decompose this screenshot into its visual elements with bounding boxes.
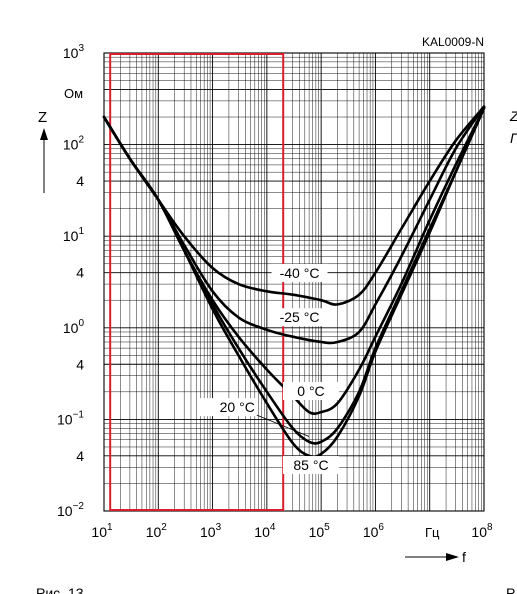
x-tick-label: 108 (471, 522, 493, 540)
series-line-4 (102, 106, 486, 459)
x-tick-label: 101 (91, 522, 113, 540)
edge-text-1: Z (509, 108, 517, 124)
x-tick-exponent: 6 (378, 522, 384, 533)
y-tick-label: 4 (76, 356, 84, 372)
series-line-0 (102, 105, 486, 306)
y-tick-exponent: −2 (73, 501, 85, 512)
series-label-bg (199, 398, 256, 417)
y-tick-label: 4 (76, 265, 84, 281)
series-label-bg (271, 308, 328, 327)
y-axis-arrow-head (40, 128, 48, 140)
x-tick-exponent: 3 (216, 522, 222, 533)
y-axis-unit: Ом (64, 86, 83, 101)
y-tick-label: 10−2 (57, 501, 84, 519)
series-labels: -40 °C -25 °C 0 °C 20 °C 85 °C (199, 263, 339, 475)
y-tick-exponent: −1 (73, 409, 85, 420)
y-tick-label: 4 (76, 173, 84, 189)
x-axis-unit: Гц (425, 525, 440, 540)
series-label-0: -40 °C (280, 265, 320, 281)
y-tick-label: 10−1 (57, 409, 84, 427)
x-tick-exponent: 5 (324, 522, 330, 533)
series-label-4: 85 °C (293, 457, 328, 473)
y-axis-label: Z (38, 109, 47, 126)
x-tick-exponent: 8 (487, 522, 493, 533)
y-tick-label: 101 (63, 226, 85, 244)
y-tick-exponent: 1 (78, 226, 84, 237)
figure-caption: Рис. 13 (36, 585, 84, 594)
series-label-1: -25 °C (280, 309, 320, 325)
x-axis-label: f (462, 549, 466, 565)
plot-frame (103, 52, 485, 512)
y-tick-label: 100 (63, 318, 85, 336)
series-lines (102, 105, 486, 459)
x-tick-label: 106 (363, 522, 385, 540)
series-label-3: 20 °C (220, 399, 255, 415)
x-tick-label: 105 (309, 522, 331, 540)
chart-code: KAL0009-N (422, 35, 484, 49)
figure-caption-right: Р (506, 585, 515, 594)
x-axis-arrow-head (446, 553, 459, 561)
x-tick-label: 102 (146, 522, 168, 540)
x-tick-label: 103 (200, 522, 222, 540)
y-tick-exponent: 2 (78, 135, 84, 146)
series-label-leader (256, 414, 310, 437)
x-tick-label: 104 (254, 522, 276, 540)
edge-text-2: Г (510, 130, 517, 146)
highlight-region (109, 53, 285, 511)
series-label-bg (282, 382, 339, 401)
y-tick-exponent: 0 (78, 318, 84, 329)
series-label-bg (282, 456, 339, 475)
y-tick-label: 102 (63, 135, 85, 153)
y-tick-label: 103 (63, 43, 85, 61)
series-label-bg (271, 263, 328, 282)
x-tick-exponent: 2 (161, 522, 167, 533)
x-tick-exponent: 4 (270, 522, 276, 533)
y-tick-label: 4 (76, 448, 84, 464)
y-tick-exponent: 3 (78, 43, 84, 54)
series-line-2 (102, 106, 486, 415)
grid-lines (103, 53, 484, 512)
series-label-2: 0 °C (297, 383, 324, 399)
x-tick-exponent: 1 (107, 522, 113, 533)
